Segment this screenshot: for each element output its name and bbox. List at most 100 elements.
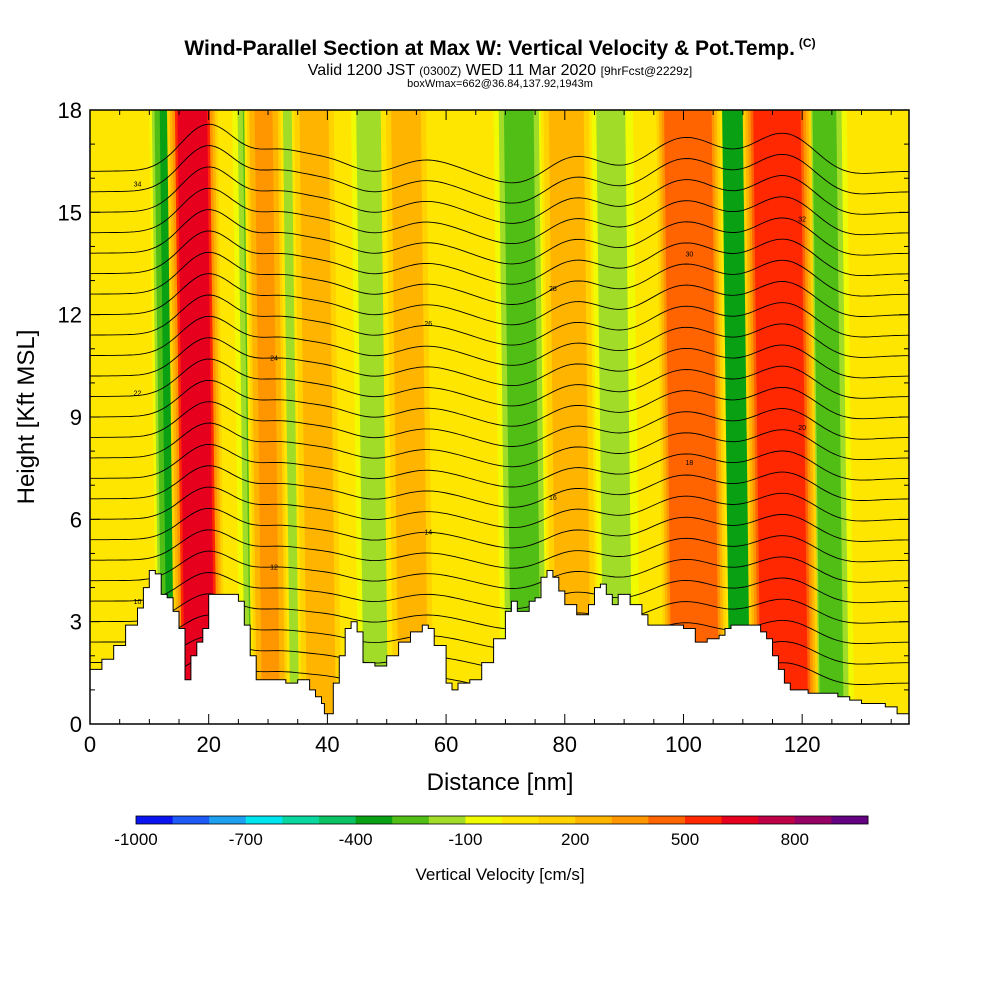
x-tick-label: 60 [434,732,458,757]
valid-utc: (0300Z) [419,64,462,78]
x-tick-label: 80 [553,732,577,757]
colorbar-label: 200 [561,830,589,849]
isentrope-line [90,358,909,407]
isentrope-line [90,507,909,549]
isentrope-label: 26 [424,321,432,328]
isentrope-label: 30 [686,251,694,258]
x-tick-label: 40 [315,732,339,757]
chart-subtitle: Valid 1200 JST (0300Z) WED 11 Mar 2020 [… [0,62,1000,80]
isentrope-line [90,443,909,488]
y-tick-label: 6 [70,507,82,532]
updraft-band [551,110,589,724]
isentrope-line [90,550,909,589]
isentrope-line [90,315,909,366]
colorbar-swatch [209,816,247,824]
y-tick-label: 3 [70,610,82,635]
isentrope-line [90,401,909,447]
updraft-band [302,110,334,724]
isentrope-label: 12 [270,564,278,571]
terrain [90,570,909,724]
isentrope-line [90,166,909,224]
colorbar-swatch [794,816,832,824]
isentrope-line [90,486,909,529]
chart-title: Wind-Parallel Section at Max W: Vertical… [0,36,1000,61]
forecast-info: [9hrFcst@2229z] [600,64,693,78]
valid-prefix: Valid 1200 JST [307,62,415,79]
colorbar-frame [135,815,869,825]
colorbar-swatch [758,816,796,824]
copyright-mark: (C) [798,36,816,50]
y-axis-title: Height [Kft MSL] [13,330,40,505]
y-tick-label: 12 [58,303,82,328]
isentrope-label: 34 [134,182,142,189]
isentrope-label: 24 [270,356,278,363]
isentrope-label: 20 [798,425,806,432]
isentrope-line [90,337,909,387]
colorbar-label: -700 [229,830,263,849]
colorbar-swatch [245,816,283,824]
isentrope-label: 18 [686,460,694,467]
x-tick-label: 0 [84,732,96,757]
isentrope-line [90,145,909,204]
colorbar-swatch [172,816,210,824]
isentrope-label: 16 [549,495,557,502]
colorbar-swatch [611,816,649,824]
colorbar-swatch [319,816,356,824]
colorbar-label: -1000 [114,830,157,849]
isentrope-label: 14 [424,530,432,537]
colorbar-swatch [136,816,173,824]
colorbar-swatch [648,816,686,824]
x-tick-label: 100 [665,732,702,757]
y-tick-label: 18 [58,98,82,123]
updraft-band [664,110,720,724]
colorbar-swatch [502,816,539,824]
isentrope-line [90,294,909,346]
y-tick-label: 15 [58,200,82,225]
x-tick-label: 20 [196,732,220,757]
x-tick-label: 120 [784,732,821,757]
isentrope-label: 22 [134,390,142,397]
terrain-profile [90,570,909,724]
colorbar: -1000 -700 -400 -100 200 500 800 [114,815,869,849]
isentrope-line [90,273,909,326]
colorbar-label: -400 [339,830,373,849]
isentrope-line [90,230,909,285]
isentrope-line [90,209,909,265]
colorbar-swatch [575,816,613,824]
x-axis-title: Distance [nm] [427,769,574,796]
colorbar-swatch [721,816,759,824]
colorbar-swatch [831,816,869,824]
y-tick-label: 9 [70,405,82,430]
y-axis: 0 3 6 9 12 15 18 [58,98,909,737]
colorbar-swatch [282,816,320,824]
isentrope-line [90,572,909,610]
colorbar-label: 500 [671,830,699,849]
colorbar-swatch [355,816,393,824]
isentrope-line [90,251,909,305]
colorbar-swatch [538,816,576,824]
colorbar-label: -100 [448,830,482,849]
isentrope-label: 10 [134,599,142,606]
isentrope-line [90,529,909,569]
colorbar-swatch [428,816,466,824]
colorbar-swatch [465,816,503,824]
colorbar-swatch [685,816,722,824]
isentrope-line [90,465,909,508]
isentrope-line [90,422,909,468]
isentrope-line [90,379,909,427]
valid-date: WED 11 Mar 2020 [465,62,597,79]
chart-title-text: Wind-Parallel Section at Max W: Vertical… [184,37,795,60]
colorbar-title: Vertical Velocity [cm/s] [415,865,584,884]
isentrope-label: 32 [798,216,806,223]
box-info: boxWmax=662@36.84,137.92,1943m [407,78,593,90]
colorbar-swatch [392,816,430,824]
x-axis: 0 20 40 60 80 100 120 [84,110,892,757]
y-tick-label: 0 [70,712,82,737]
isentrope-line [90,187,909,245]
downdraft-band [598,110,631,724]
updraft-band [254,110,280,724]
isentrope-line [90,123,909,184]
colorbar-label: 800 [781,830,809,849]
isentrope-label: 28 [549,286,557,293]
